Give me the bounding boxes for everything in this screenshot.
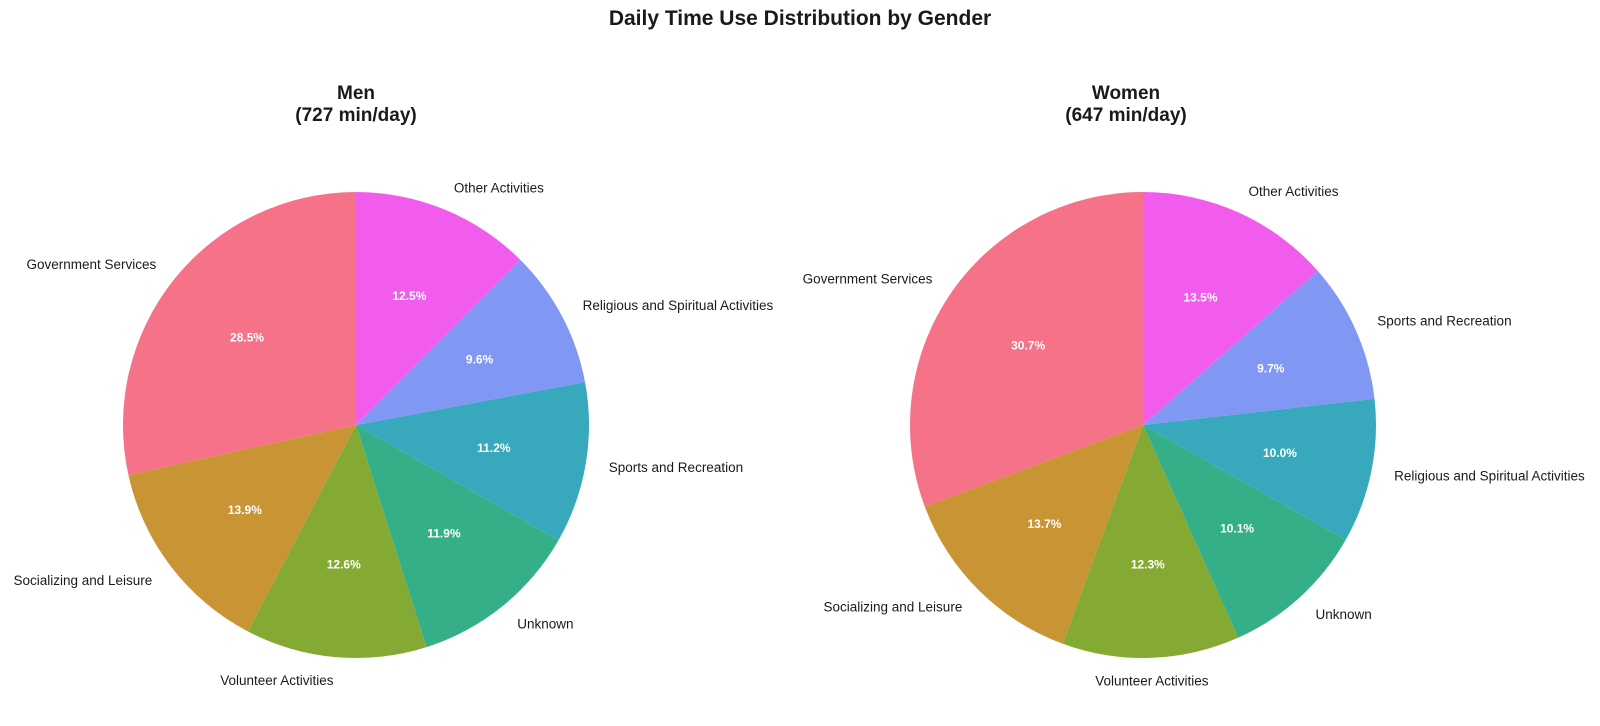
women-pct-label-sports-and-recreation: 9.7% bbox=[1257, 361, 1285, 375]
women-category-label-religious-and-spiritual-activities: Religious and Spiritual Activities bbox=[1394, 469, 1585, 484]
women-pct-label-volunteer-activities: 12.3% bbox=[1131, 558, 1165, 572]
women-category-label-government-services: Government Services bbox=[803, 271, 933, 286]
women-slice-sports-and-recreation bbox=[1143, 270, 1375, 425]
women-pie-subtitle: (647 min/day) bbox=[1065, 105, 1187, 126]
men-pie-title: Men (727 min/day) bbox=[206, 83, 506, 127]
men-category-label-other-activities: Other Activities bbox=[454, 181, 544, 196]
women-category-label-unknown: Unknown bbox=[1315, 607, 1371, 622]
women-pct-label-other-activities: 13.5% bbox=[1184, 291, 1218, 305]
men-category-label-unknown: Unknown bbox=[517, 617, 573, 632]
men-category-label-government-services: Government Services bbox=[26, 257, 156, 272]
women-pie-chart: 30.7% Government Services 13.7% Socializing… bbox=[803, 184, 1585, 689]
men-slice-volunteer-activities bbox=[247, 425, 427, 658]
women-slice-government-services bbox=[909, 192, 1143, 507]
men-category-label-sports-and-recreation: Sports and Recreation bbox=[609, 460, 743, 475]
women-pct-label-socializing-and-leisure: 13.7% bbox=[1027, 517, 1061, 531]
men-category-label-religious-and-spiritual-activities: Religious and Spiritual Activities bbox=[583, 298, 774, 313]
women-pie-title: Women (647 min/day) bbox=[976, 83, 1276, 127]
men-pie-subtitle: (727 min/day) bbox=[295, 105, 417, 126]
men-slice-government-services bbox=[123, 192, 356, 476]
women-slice-volunteer-activities bbox=[1062, 425, 1239, 658]
men-pie-title-text: Men bbox=[337, 83, 375, 104]
men-pct-label-socializing-and-leisure: 13.9% bbox=[228, 503, 262, 517]
women-slice-religious-and-spiritual-activities bbox=[1143, 398, 1376, 540]
men-category-label-volunteer-activities: Volunteer Activities bbox=[220, 673, 334, 688]
men-pct-label-sports-and-recreation: 11.2% bbox=[477, 441, 511, 455]
women-pct-label-religious-and-spiritual-activities: 10.0% bbox=[1263, 446, 1297, 460]
women-pie-title-text: Women bbox=[1091, 83, 1161, 104]
men-pct-label-unknown: 11.9% bbox=[427, 527, 461, 541]
women-category-label-sports-and-recreation: Sports and Recreation bbox=[1377, 313, 1511, 328]
women-slice-unknown bbox=[1143, 425, 1346, 638]
women-category-label-volunteer-activities: Volunteer Activities bbox=[1095, 674, 1209, 689]
men-slice-unknown bbox=[356, 425, 559, 648]
men-slice-socializing-and-leisure bbox=[128, 425, 356, 632]
men-slice-religious-and-spiritual-activities bbox=[356, 259, 586, 425]
women-pct-label-unknown: 10.1% bbox=[1220, 521, 1254, 535]
women-pct-label-government-services: 30.7% bbox=[1011, 338, 1045, 352]
women-slice-other-activities bbox=[1143, 192, 1318, 425]
women-category-label-socializing-and-leisure: Socializing and Leisure bbox=[823, 599, 962, 614]
men-pie-chart: 28.5% Government Services 13.9% Socializing… bbox=[13, 181, 773, 688]
men-category-label-socializing-and-leisure: Socializing and Leisure bbox=[13, 573, 152, 588]
men-slice-sports-and-recreation bbox=[356, 382, 589, 541]
men-slice-other-activities bbox=[356, 192, 521, 425]
women-category-label-other-activities: Other Activities bbox=[1248, 184, 1338, 199]
men-pct-label-volunteer-activities: 12.6% bbox=[327, 557, 361, 571]
figure-title: Daily Time Use Distribution by Gender bbox=[608, 7, 992, 30]
men-pct-label-religious-and-spiritual-activities: 9.6% bbox=[466, 353, 494, 367]
men-pct-label-other-activities: 12.5% bbox=[392, 289, 426, 303]
men-pct-label-government-services: 28.5% bbox=[230, 330, 264, 344]
women-slice-socializing-and-leisure bbox=[924, 425, 1143, 644]
